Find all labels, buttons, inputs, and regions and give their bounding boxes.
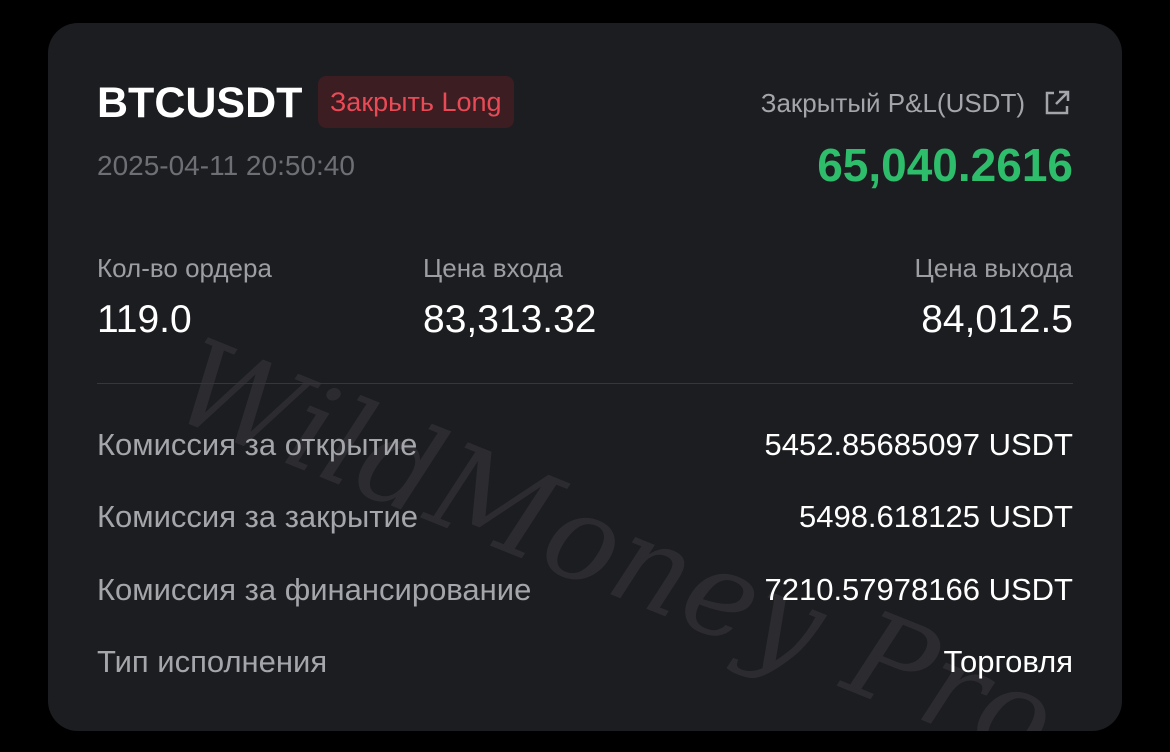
detail-value: 5498.618125 USDT [798, 499, 1073, 534]
stat-value: 119.0 [97, 298, 192, 341]
detail-value: 5452.85685097 USDT [764, 427, 1073, 462]
divider [97, 383, 1073, 384]
pnl-value: 65,040.2616 [817, 139, 1073, 191]
timestamp: 2025-04-11 20:50:40 [97, 150, 355, 181]
detail-label: Комиссия за открытие [97, 427, 418, 462]
detail-label: Комиссия за закрытие [97, 499, 419, 534]
detail-value: 7210.57978166 USDT [764, 572, 1073, 607]
detail-value: Торговля [943, 644, 1074, 679]
stat-value: 83,313.32 [423, 298, 597, 341]
stat-label: Кол-во ордера [97, 253, 272, 283]
detail-label: Комиссия за финансирование [97, 572, 532, 607]
symbol: BTCUSDT [97, 79, 303, 127]
stat-value: 84,012.5 [921, 298, 1073, 341]
stat-label: Цена входа [423, 253, 563, 283]
detail-label: Тип исполнения [97, 644, 328, 679]
share-icon[interactable] [1041, 87, 1073, 119]
pnl-label: Закрытый P&L(USDT) [760, 88, 1025, 118]
stat-label: Цена выхода [914, 253, 1073, 283]
side-badge: Закрыть Long [318, 76, 514, 128]
trade-card: WildMoney Pro BTCUSDT Закрыть Long 2025-… [48, 23, 1122, 731]
